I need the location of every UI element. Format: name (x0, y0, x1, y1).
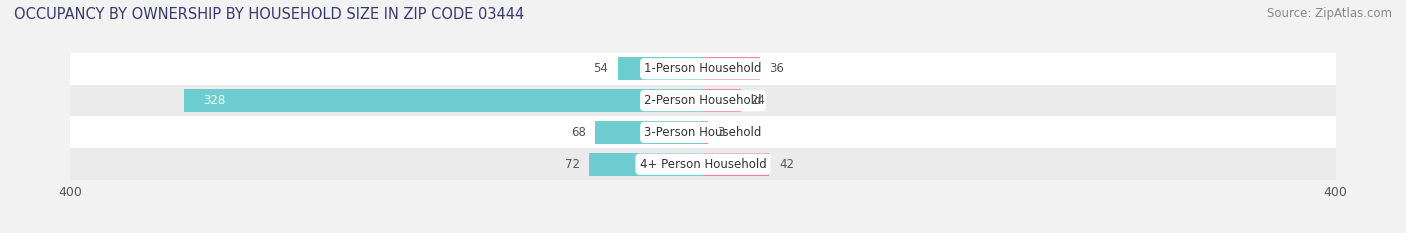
Bar (70, 85, 1336, 116)
Text: 72: 72 (565, 158, 579, 171)
Text: OCCUPANCY BY OWNERSHIP BY HOUSEHOLD SIZE IN ZIP CODE 03444: OCCUPANCY BY OWNERSHIP BY HOUSEHOLD SIZE… (14, 7, 524, 22)
Text: 328: 328 (202, 94, 225, 107)
Bar (70, 116, 1336, 148)
Bar (184, 89, 703, 112)
Text: 36: 36 (769, 62, 785, 75)
Text: 24: 24 (751, 94, 765, 107)
Bar (70, 53, 1336, 85)
Text: 1-Person Household: 1-Person Household (644, 62, 762, 75)
Bar (703, 57, 759, 80)
Text: 54: 54 (593, 62, 609, 75)
Bar (70, 148, 1336, 180)
Text: 3: 3 (717, 126, 724, 139)
Text: 68: 68 (571, 126, 586, 139)
Text: 2-Person Household: 2-Person Household (644, 94, 762, 107)
Text: 4+ Person Household: 4+ Person Household (640, 158, 766, 171)
Bar (703, 89, 741, 112)
Bar (617, 57, 703, 80)
Text: 3-Person Household: 3-Person Household (644, 126, 762, 139)
Bar (703, 153, 769, 176)
Bar (596, 121, 703, 144)
Text: 42: 42 (779, 158, 794, 171)
Text: Source: ZipAtlas.com: Source: ZipAtlas.com (1267, 7, 1392, 20)
Bar (589, 153, 703, 176)
Bar (703, 121, 707, 144)
